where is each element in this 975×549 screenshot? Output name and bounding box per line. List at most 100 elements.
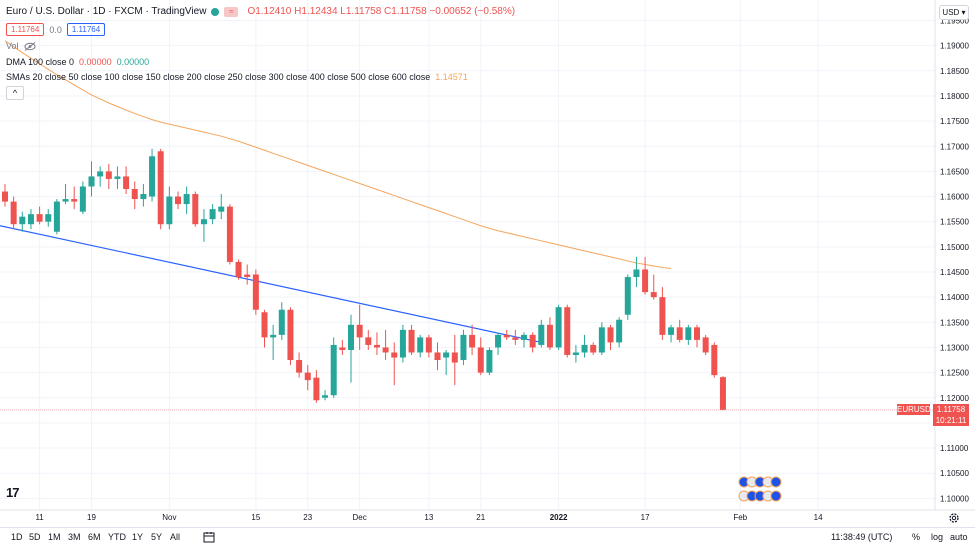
hidden-eye-icon[interactable] (24, 41, 36, 51)
candle[interactable] (529, 332, 536, 353)
candle[interactable] (270, 324, 277, 361)
candle[interactable] (607, 324, 614, 350)
clock-timezone[interactable]: 11:38:49 (UTC) (831, 532, 893, 542)
dma-legend[interactable]: DMA 100 close 0 0.00000 0.00000 (6, 57, 149, 67)
candle[interactable] (53, 199, 60, 235)
range-1y-button[interactable]: 1Y (132, 532, 144, 542)
candle[interactable] (45, 209, 52, 227)
candle[interactable] (348, 314, 354, 383)
candle[interactable] (79, 181, 86, 215)
candle[interactable] (166, 186, 173, 230)
candle[interactable] (521, 332, 527, 348)
candle[interactable] (373, 332, 380, 355)
candle[interactable] (287, 307, 294, 366)
candle[interactable] (10, 196, 17, 230)
candle[interactable] (616, 317, 623, 348)
candle[interactable] (123, 166, 130, 195)
symbol-legend[interactable]: Euro / U.S. Dollar · 1D · FXCM · Trading… (6, 6, 515, 17)
candle[interactable] (676, 319, 683, 343)
tradingview-logo[interactable]: 17 (6, 485, 20, 500)
candle[interactable] (633, 256, 640, 288)
auto-scale-button[interactable]: auto (950, 532, 968, 542)
candle[interactable] (209, 204, 216, 225)
candle[interactable] (460, 329, 467, 366)
candle[interactable] (175, 191, 181, 210)
candle[interactable] (434, 342, 441, 371)
candle[interactable] (659, 287, 666, 340)
trend-line[interactable] (0, 225, 542, 344)
candle[interactable] (451, 334, 458, 386)
candle[interactable] (88, 161, 95, 197)
market-status-icon[interactable]: ≈ (224, 6, 239, 17)
candle[interactable] (694, 324, 700, 348)
candle[interactable] (313, 370, 320, 403)
range-5d-button[interactable]: 5D (29, 532, 41, 542)
candle[interactable] (477, 337, 484, 376)
candle[interactable] (391, 342, 398, 386)
candle[interactable] (296, 352, 303, 378)
candle[interactable] (105, 163, 112, 190)
range-1d-button[interactable]: 1D (11, 532, 23, 542)
candle[interactable] (546, 317, 553, 350)
range-1m-button[interactable]: 1M (48, 532, 61, 542)
sma-line[interactable] (4, 40, 672, 269)
candle[interactable] (668, 324, 675, 343)
candle[interactable] (71, 186, 78, 210)
candle[interactable] (261, 309, 268, 348)
currency-select[interactable]: USD ▾ (939, 5, 969, 20)
candle[interactable] (590, 342, 597, 355)
candle[interactable] (642, 256, 649, 295)
candle[interactable] (114, 166, 121, 190)
range-ytd-button[interactable]: YTD (108, 532, 126, 542)
candle[interactable] (650, 274, 657, 300)
candle[interactable] (495, 332, 502, 355)
time-axis[interactable]: 11 19 Nov 15 23 Dec 13 21 2022 17 Feb 14 (0, 509, 975, 522)
range-all-button[interactable]: All (170, 532, 181, 542)
candle[interactable] (382, 329, 389, 361)
candle[interactable] (218, 194, 225, 220)
candle[interactable] (538, 319, 545, 348)
candle[interactable] (408, 324, 415, 355)
candle[interactable] (564, 304, 571, 358)
sma-legend[interactable]: SMAs 20 close 50 close 100 close 150 clo… (6, 72, 468, 82)
candle[interactable] (486, 347, 493, 376)
range-5y-button[interactable]: 5Y (151, 532, 163, 542)
candle[interactable] (140, 183, 147, 207)
candle[interactable] (322, 390, 329, 401)
candle[interactable] (157, 148, 164, 230)
candle[interactable] (183, 186, 190, 215)
candle[interactable] (200, 209, 207, 242)
candle[interactable] (304, 365, 311, 391)
buy-price-box[interactable]: 1.11764 (66, 23, 106, 36)
candle[interactable] (149, 148, 156, 202)
candle[interactable] (339, 339, 346, 355)
candle[interactable] (711, 342, 718, 378)
candle[interactable] (417, 334, 424, 358)
candle[interactable] (244, 264, 251, 285)
candle[interactable] (702, 334, 709, 355)
sell-price-box[interactable]: 1.11764 (6, 23, 45, 36)
candle[interactable] (19, 211, 26, 232)
gear-icon[interactable] (948, 512, 960, 524)
candle[interactable] (443, 349, 450, 376)
candle[interactable] (598, 322, 605, 355)
candle[interactable] (97, 166, 104, 187)
go-to-date-icon[interactable] (203, 531, 215, 543)
candle[interactable] (503, 329, 510, 340)
candle[interactable] (425, 334, 432, 358)
candle[interactable] (624, 274, 631, 320)
candle[interactable] (62, 183, 69, 205)
symbol-title[interactable]: Euro / U.S. Dollar · 1D · FXCM · Trading… (6, 6, 207, 17)
candle[interactable] (330, 337, 337, 398)
price-axis[interactable]: 1.19500 1.19000 1.18500 1.18000 1.17500 1.170… (934, 0, 969, 510)
candle[interactable] (356, 304, 363, 350)
candle[interactable] (235, 259, 242, 280)
candle[interactable] (399, 324, 406, 363)
range-6m-button[interactable]: 6M (88, 532, 101, 542)
candle[interactable] (252, 269, 259, 315)
economic-events[interactable] (738, 476, 788, 509)
candle[interactable] (719, 376, 726, 410)
collapse-legend-button[interactable]: ^ (6, 86, 24, 100)
candle[interactable] (581, 334, 588, 358)
